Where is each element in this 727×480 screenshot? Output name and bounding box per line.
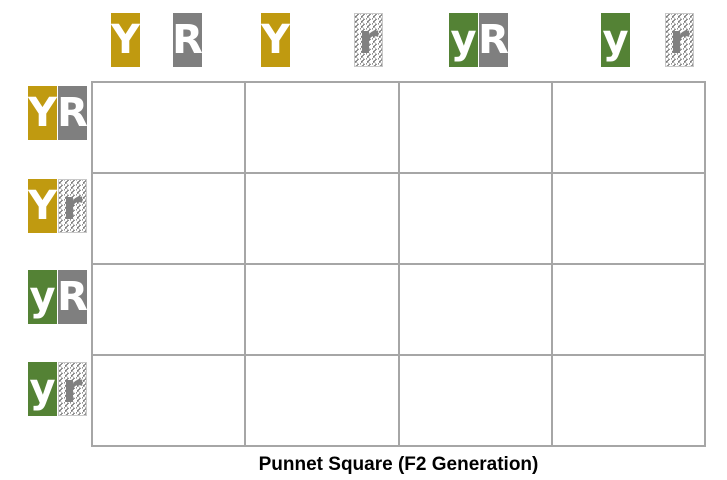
allele-y-tile: y [601, 13, 630, 67]
grid-cell [92, 173, 246, 264]
grid-cell [245, 264, 399, 355]
allele-Y-tile: Y [28, 179, 57, 233]
allele-R-tile: R [172, 13, 203, 67]
grid-cell [92, 82, 246, 173]
grid-cell [245, 355, 399, 446]
grid-cell [398, 173, 552, 264]
grid-cell [92, 264, 246, 355]
grid-cell [398, 82, 552, 173]
allele-r-tile: r [58, 179, 87, 233]
allele-r-tile: r [665, 13, 694, 67]
grid-cell [92, 355, 246, 446]
allele-y-tile: y [449, 13, 478, 67]
allele-Y-tile: Y [111, 13, 140, 67]
grid-cell [551, 173, 705, 264]
allele-r-tile: r [354, 13, 383, 67]
grid-cell [398, 264, 552, 355]
allele-Y-tile: Y [261, 13, 290, 67]
allele-y-tile: y [28, 270, 57, 324]
diagram-caption: Punnet Square (F2 Generation) [258, 454, 539, 475]
allele-R-tile: R [478, 13, 509, 67]
punnett-grid [91, 81, 706, 447]
grid-cell [398, 355, 552, 446]
allele-r-tile: r [58, 362, 87, 416]
allele-y-tile: y [28, 362, 57, 416]
grid-cell [245, 82, 399, 173]
grid-cell [551, 264, 705, 355]
allele-R-tile: R [57, 270, 88, 324]
grid-cell [551, 355, 705, 446]
allele-Y-tile: Y [28, 86, 57, 140]
grid-cell [245, 173, 399, 264]
grid-cell [551, 82, 705, 173]
allele-R-tile: R [57, 86, 88, 140]
